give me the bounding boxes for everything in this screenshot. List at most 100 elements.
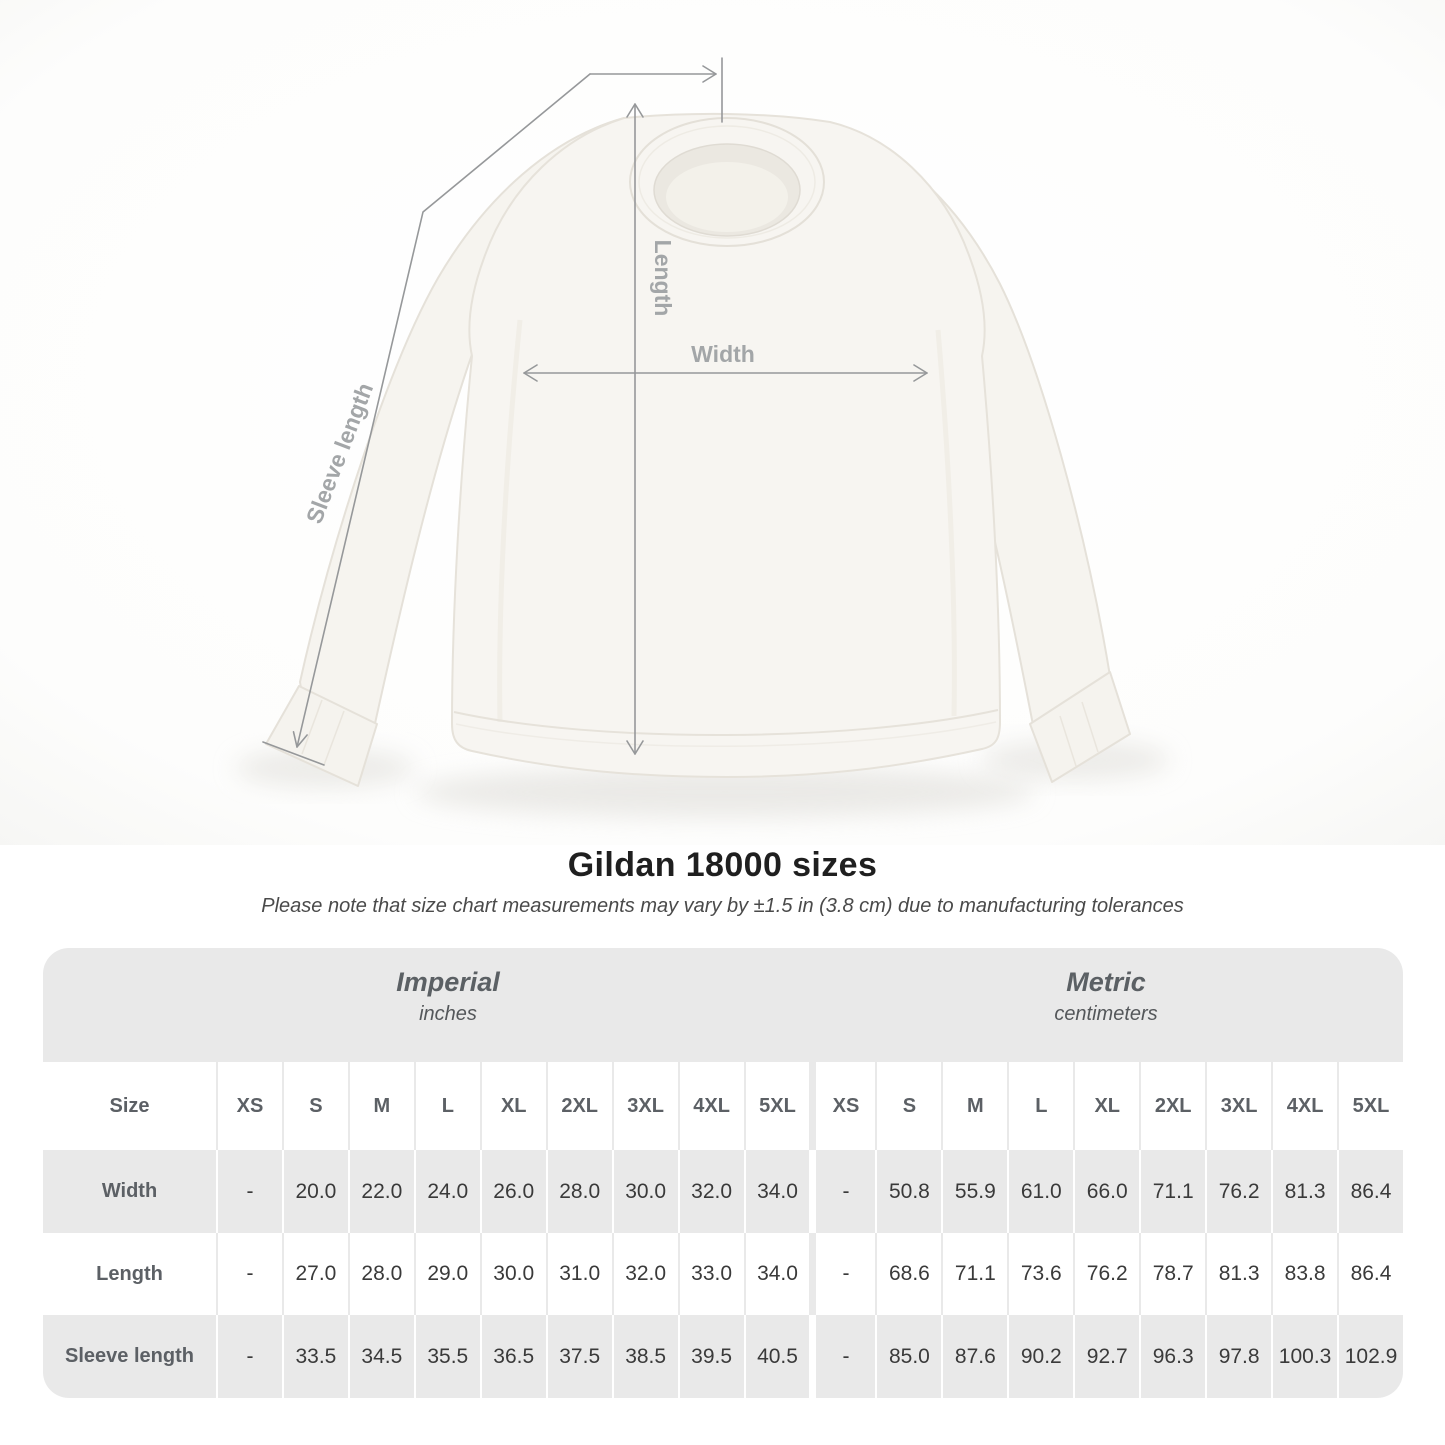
imperial-title: Imperial <box>396 967 500 997</box>
table-cell: 30.0 <box>611 1150 678 1233</box>
metric-unit: centimeters <box>1054 1003 1158 1025</box>
width-arrow <box>523 364 928 382</box>
table-cell: 50.8 <box>875 1150 941 1233</box>
table-cell: 81.3 <box>1205 1233 1271 1315</box>
column-header: S <box>875 1062 941 1150</box>
table-cell: 20.0 <box>281 1150 348 1233</box>
column-header: 5XL <box>743 1062 810 1150</box>
sleeve-length-arrow <box>262 57 723 766</box>
table-cell: 33.5 <box>281 1315 348 1398</box>
column-header: XL <box>1073 1062 1139 1150</box>
right-fold-shading <box>935 329 957 717</box>
size-header-row: Size XS S M L XL 2XL 3XL 4XL 5XL XS S M L XL 2XL 3XL 4XL 5… <box>43 1062 1403 1150</box>
row-label: Sleeve length <box>65 1345 194 1367</box>
table-cell: 29.0 <box>413 1233 480 1315</box>
table-cell: 35.5 <box>413 1315 480 1398</box>
table-cell: - <box>216 1233 282 1315</box>
body-panel <box>451 112 1001 778</box>
table-cell: 34.0 <box>743 1150 810 1233</box>
column-header: 3XL <box>611 1062 678 1150</box>
column-header: 4XL <box>677 1062 744 1150</box>
table-cell: 30.0 <box>479 1233 546 1315</box>
collar-seam <box>638 125 816 239</box>
column-header: L <box>413 1062 480 1150</box>
column-header: XS <box>216 1062 282 1150</box>
column-header: 2XL <box>1139 1062 1205 1150</box>
left-cuff <box>265 685 378 787</box>
size-table-rows: Size XS S M L XL 2XL 3XL 4XL 5XL XS S M L XL 2XL 3XL 4XL 5… <box>43 1062 1403 1398</box>
table-cell: 76.2 <box>1205 1150 1271 1233</box>
column-header: XS <box>809 1062 875 1150</box>
table-cell: 102.9 <box>1337 1315 1403 1398</box>
imperial-group-header: Imperial inches <box>65 964 831 1028</box>
sweatshirt-diagram: Width Length Sleeve length <box>0 0 1445 845</box>
table-cell: - <box>216 1315 282 1398</box>
table-row: Length -27.0 28.0 29.0 30.0 31.0 32.0 33.0 34.0-… <box>43 1233 1403 1315</box>
table-cell: 28.0 <box>347 1233 414 1315</box>
length-arrow <box>626 103 644 755</box>
table-cell: 55.9 <box>941 1150 1007 1233</box>
metric-title: Metric <box>1066 967 1146 997</box>
right-cuff <box>1029 671 1131 783</box>
column-header: 2XL <box>545 1062 612 1150</box>
table-cell: 68.6 <box>875 1233 941 1315</box>
column-header: 4XL <box>1271 1062 1337 1150</box>
table-cell: 71.1 <box>1139 1150 1205 1233</box>
row-label: Length <box>96 1262 163 1285</box>
table-cell: 27.0 <box>281 1233 348 1315</box>
tolerance-note: Please note that size chart measurements… <box>261 895 1184 917</box>
length-label: Length <box>650 240 676 317</box>
table-cell: 73.6 <box>1007 1233 1073 1315</box>
table-cell: 87.6 <box>941 1315 1007 1398</box>
size-table: Imperial inches Metric centimeters Size X… <box>43 948 1403 1398</box>
left-fold-shading <box>497 319 523 723</box>
table-cell: 61.0 <box>1007 1150 1073 1233</box>
table-cell: 86.4 <box>1337 1150 1403 1233</box>
table-cell: 34.5 <box>347 1315 414 1398</box>
waistband-seam <box>453 709 999 736</box>
table-cell: 37.5 <box>545 1315 612 1398</box>
column-header: S <box>281 1062 348 1150</box>
width-label: Width <box>691 341 755 367</box>
table-cell: 24.0 <box>413 1150 480 1233</box>
table-cell: 85.0 <box>875 1315 941 1398</box>
sweatshirt-illustration <box>235 112 1170 818</box>
table-cell: 33.0 <box>677 1233 744 1315</box>
table-cell: 97.8 <box>1205 1315 1271 1398</box>
column-header: M <box>347 1062 414 1150</box>
table-cell: 38.5 <box>611 1315 678 1398</box>
column-header: M <box>941 1062 1007 1150</box>
table-cell: 78.7 <box>1139 1233 1205 1315</box>
table-cell: 81.3 <box>1271 1150 1337 1233</box>
imperial-unit: inches <box>419 1003 477 1025</box>
table-cell: 90.2 <box>1007 1315 1073 1398</box>
table-cell: 31.0 <box>545 1233 612 1315</box>
table-cell: - <box>809 1233 875 1315</box>
table-row: Width -20.0 22.0 24.0 26.0 28.0 30.0 32.0 34.0-5… <box>43 1150 1403 1233</box>
row-label: Width <box>101 1180 158 1202</box>
column-header: XL <box>479 1062 546 1150</box>
table-cell: 92.7 <box>1073 1315 1139 1398</box>
table-cell: 71.1 <box>941 1233 1007 1315</box>
table-cell: 40.5 <box>743 1315 810 1398</box>
table-cell: 22.0 <box>347 1150 414 1233</box>
right-cuff-ribbing <box>1059 701 1099 767</box>
table-cell: 34.0 <box>743 1233 810 1315</box>
unit-group-header: Imperial inches Metric centimeters <box>43 948 1403 1062</box>
table-cell: 83.8 <box>1271 1233 1337 1315</box>
table-cell: 96.3 <box>1139 1315 1205 1398</box>
table-cell: - <box>809 1315 875 1398</box>
table-cell: 86.4 <box>1337 1233 1403 1315</box>
page-title: Gildan 18000 sizes <box>567 846 878 884</box>
table-cell: 28.0 <box>545 1150 612 1233</box>
table-cell: 39.5 <box>677 1315 744 1398</box>
table-cell: 36.5 <box>479 1315 546 1398</box>
inner-back-neck <box>666 162 788 232</box>
table-row: Sleeve length -33.5 34.5 35.5 36.5 37.5 38.5 39… <box>43 1315 1403 1398</box>
table-cell: 32.0 <box>677 1150 744 1233</box>
shirt-shadow <box>415 766 1035 818</box>
column-header: 3XL <box>1205 1062 1271 1150</box>
column-header: 5XL <box>1337 1062 1403 1150</box>
waistband-ribbing <box>455 721 997 747</box>
